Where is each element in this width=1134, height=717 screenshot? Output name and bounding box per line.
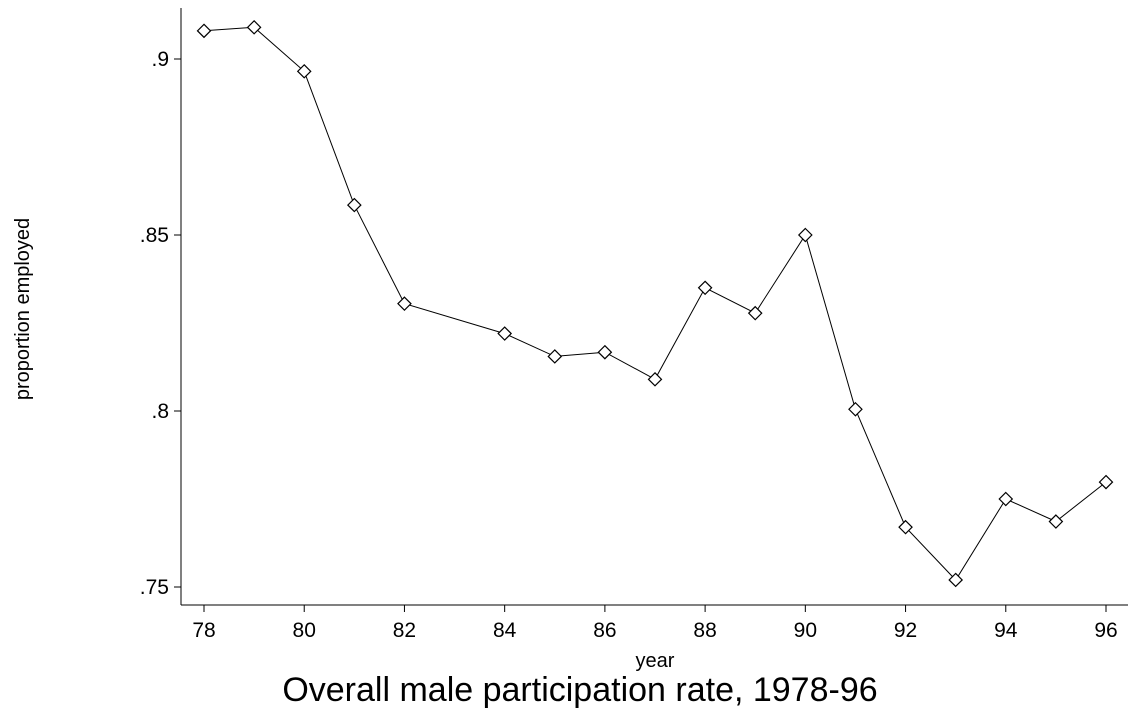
- data-point-marker: [948, 572, 964, 588]
- data-point-marker: [848, 401, 863, 417]
- y-tick-label: .85: [140, 224, 169, 247]
- data-point-marker: [397, 296, 412, 311]
- x-tick-label: 86: [593, 619, 616, 642]
- data-point-marker: [497, 326, 513, 341]
- series-polyline: [203, 26, 1107, 581]
- chart-title: Overall male participation rate, 1978-96: [282, 671, 877, 709]
- data-point-marker: [246, 19, 262, 35]
- data-point-marker: [647, 371, 663, 387]
- data-point-marker: [1048, 514, 1064, 529]
- y-axis-title: proportion employed: [12, 218, 34, 400]
- data-point-marker: [346, 197, 362, 213]
- data-point-marker: [1098, 474, 1114, 490]
- x-tick-label: 94: [994, 619, 1018, 642]
- data-point-marker: [898, 519, 913, 535]
- data-point-marker: [697, 280, 713, 296]
- data-point-marker: [797, 227, 813, 243]
- x-tick-label: 96: [1094, 619, 1117, 642]
- axes: 78 80 82 84 86 88 90 92 94 96 .75 .8 .85 .9: [140, 8, 1128, 642]
- data-point-marker: [196, 23, 212, 39]
- x-tick-label: 88: [693, 619, 716, 642]
- x-tick-label: 80: [293, 619, 316, 642]
- y-tick-label: .8: [151, 400, 169, 423]
- data-point-marker: [747, 305, 763, 321]
- data-point-marker: [296, 63, 312, 79]
- x-tick-label: 82: [393, 619, 416, 642]
- y-tick-label: .75: [140, 576, 169, 599]
- series-line: [203, 26, 1107, 581]
- x-tick-label: 90: [794, 619, 817, 642]
- x-tick-label: 84: [493, 619, 517, 642]
- y-tick-label: .9: [151, 48, 169, 71]
- data-markers: [196, 19, 1114, 588]
- data-point-marker: [597, 344, 613, 360]
- x-tick-label: 92: [894, 619, 917, 642]
- x-tick-label: 78: [192, 619, 215, 642]
- data-point-marker: [998, 491, 1014, 507]
- x-axis-title: year: [636, 650, 675, 672]
- data-point-marker: [547, 349, 563, 364]
